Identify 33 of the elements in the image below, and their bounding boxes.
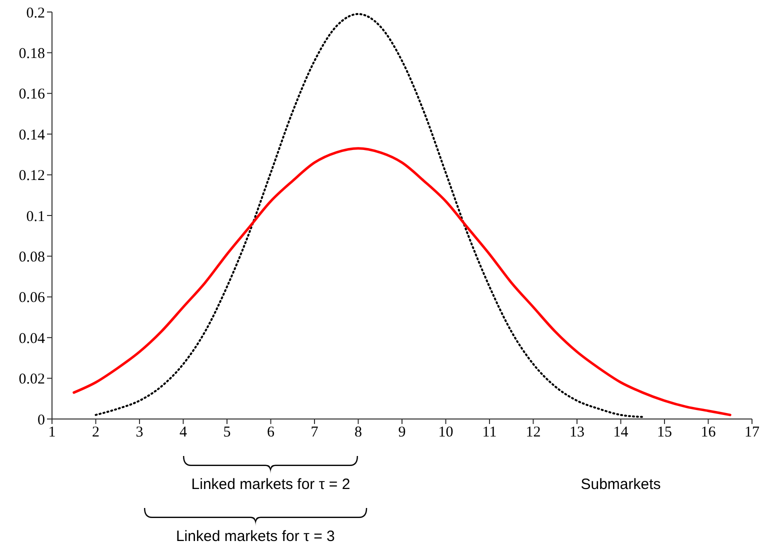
line-series: [94, 13, 644, 418]
y-tick-label: 0.06: [18, 290, 46, 306]
x-tick-label: 11: [482, 424, 497, 441]
x-tick-label: 2: [92, 424, 100, 441]
y-tick-label: 0.12: [18, 168, 45, 184]
x-tick-label: 10: [438, 424, 454, 441]
x-tick-label: 16: [700, 424, 716, 441]
y-tick-label: 0.18: [18, 46, 45, 62]
x-tick-label: 13: [570, 424, 584, 441]
text: Linked markets for τ = 3: [174, 528, 336, 545]
y-tick-label: 0.02: [18, 372, 45, 388]
text: Linked markets for τ = 2: [190, 476, 352, 493]
y-tick-label: 0.1: [26, 208, 45, 225]
x-tick-label: 8: [354, 424, 362, 441]
y-tick-label: 0.16: [18, 86, 46, 103]
x-tick-label: 5: [223, 424, 231, 441]
y-tick-label: 0.04: [18, 330, 46, 347]
y-tick-label: 0.2: [26, 5, 45, 22]
x-tick-label: 9: [398, 424, 406, 441]
y-tick-label: 0.14: [18, 127, 46, 144]
x-tick-label: 14: [613, 424, 629, 441]
line-series: [72, 147, 732, 416]
x-tick-label: 7: [310, 424, 319, 441]
y-tick-label: 0.08: [18, 250, 45, 266]
x-tick-label: 1: [48, 424, 56, 441]
x-tick-label: 12: [526, 424, 541, 441]
x-tick-label: 17: [744, 424, 760, 441]
y-tick-label: 0: [38, 412, 45, 428]
x-tick-label: 4: [180, 424, 188, 441]
x-tick-label: 15: [657, 424, 672, 441]
x-tick-label: 3: [136, 424, 144, 441]
x-tick-label: 6: [267, 424, 275, 441]
x-axis-title: Submarkets: [580, 476, 662, 493]
